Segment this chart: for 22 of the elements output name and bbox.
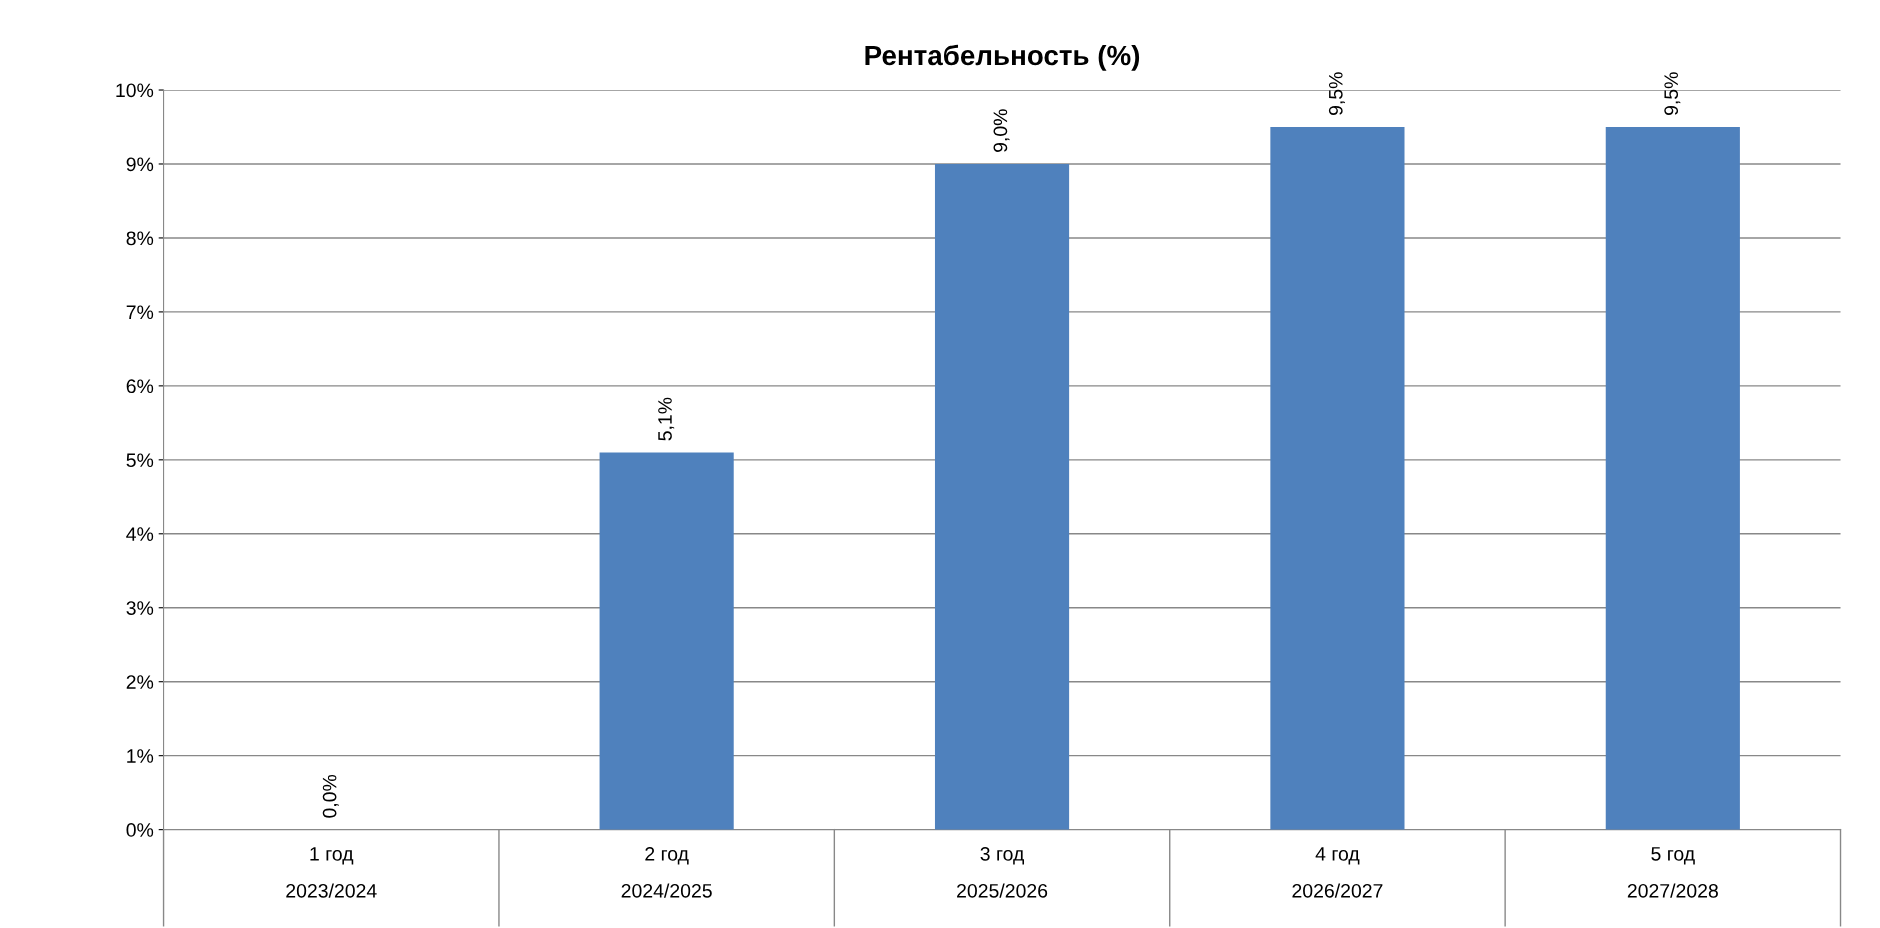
y-tick-label: 6% xyxy=(126,379,154,394)
data-label: 0,0% xyxy=(322,774,339,818)
x-tick-label: 4 год 2026/2027 xyxy=(1292,847,1383,898)
y-tick-label: 9% xyxy=(126,157,154,172)
data-label: 9,5% xyxy=(1328,72,1345,115)
y-tick-label: 0% xyxy=(126,823,154,837)
y-tick-label: 1% xyxy=(127,749,154,763)
y-tick-label: 2% xyxy=(126,675,154,689)
data-label: 9,0% xyxy=(993,109,1010,152)
x-tick-label: 3 год 2025/2026 xyxy=(957,846,1048,898)
x-tick-label: 1 год 2023/2024 xyxy=(286,847,377,898)
y-tick-label: 10% xyxy=(116,83,154,98)
y-tick-label: 7% xyxy=(126,305,154,320)
y-tick-label: 4% xyxy=(126,527,154,541)
chart-title: Рентабельность (%) xyxy=(865,44,1140,71)
y-tick-label: 3% xyxy=(126,601,154,615)
x-tick-label: 5 год 2027/2028 xyxy=(1627,847,1718,898)
y-tick-label: 8% xyxy=(126,231,154,246)
x-tick-label: 2 год 2024/2025 xyxy=(621,846,712,898)
y-tick-label: 5% xyxy=(126,453,154,468)
data-label: 9,5% xyxy=(1664,72,1681,115)
data-label: 5,1% xyxy=(658,397,675,441)
